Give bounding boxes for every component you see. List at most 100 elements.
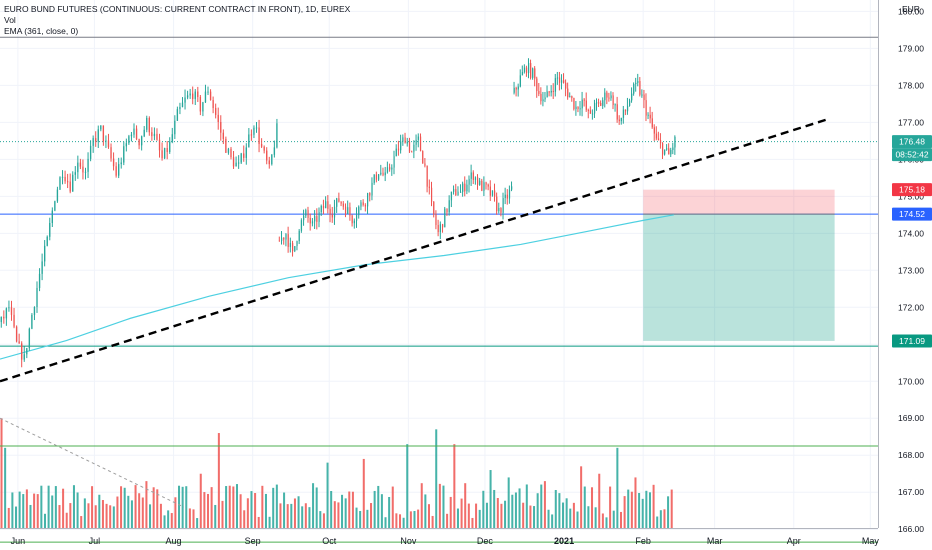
candle-body [146,117,148,130]
candle-body [511,186,513,190]
candle-body [166,148,168,152]
candle-body [442,224,444,228]
candle-body [217,114,219,122]
candle-body [192,93,194,99]
volume-bar [619,511,622,528]
symbol-title[interactable]: EURO BUND FUTURES (CONTINUOUS: CURRENT C… [4,4,351,14]
volume-bar [370,503,373,528]
candle-body [186,95,189,98]
candle-body [314,216,316,222]
candle-body [498,207,500,212]
volume-bar [69,503,72,528]
candle-body [364,204,367,207]
candle-body [143,129,145,137]
volume-label[interactable]: Vol [4,15,16,25]
volume-bar [192,509,195,528]
candle-body [292,243,294,252]
candle-body [130,134,133,137]
candle-body [536,78,538,92]
y-tick-label: 170.00 [898,376,924,386]
candle-body [428,186,430,188]
candle-body [181,102,184,107]
currency-label: EUR [902,4,920,14]
candle-body [666,148,668,150]
candle-body [340,201,342,204]
candle-body [0,316,2,323]
y-tick-label: 179.00 [898,43,924,53]
ema-label[interactable]: EMA (361, close, 0) [4,26,79,36]
volume-bar [536,493,539,528]
candle-body [33,307,36,315]
volume-bar [554,489,557,528]
candle-body [248,134,250,148]
volume-bar [47,485,50,528]
volume-bar [453,444,456,528]
volume-bar [547,509,550,528]
volume-bar [221,500,224,528]
volume-bar [341,494,344,528]
current-price-label: 176.48 [899,137,925,147]
candle-body [322,206,325,209]
candle-body [107,140,110,148]
candle-body [637,81,639,83]
candle-body [100,125,102,130]
volume-bar [210,487,213,528]
candle-body [31,314,33,329]
target-zone [643,214,835,341]
candle-body [561,80,563,83]
candle-body [300,220,303,231]
volume-bar [279,503,282,528]
volume-bar [322,513,325,528]
y-tick-label: 177.00 [898,117,924,127]
volume-bar [359,510,362,528]
candle-body [158,139,161,151]
candle-body [515,87,517,90]
candle-body [433,201,435,215]
volume-bar [388,496,391,528]
volume-bar [225,486,228,528]
candle-body [266,150,268,161]
trendlines[interactable] [0,117,830,508]
candle-body [651,118,653,128]
volume-bar [601,513,604,528]
candle-body [307,210,309,218]
volume-bar [616,447,619,528]
entry-price-label: 174.52 [899,209,925,219]
candle-body [367,193,369,207]
price-badges: 176.48 08:52:42 175.18 174.52 171.09 [892,135,932,348]
volume-bar [243,510,246,528]
volume-bar [384,517,387,528]
volume-bar [188,508,191,528]
volume-bar [438,483,441,528]
candle-body [316,216,318,222]
volume-bar [529,505,532,528]
candle-body [457,191,459,196]
candle-body [189,93,191,96]
volume-bar [562,502,565,528]
candle-body [342,203,344,207]
candle-body [271,154,273,165]
candle-body [474,177,477,180]
candle-body [102,125,105,142]
candle-body [41,261,43,274]
dotted-trendline [0,417,184,508]
candle-body [95,138,97,142]
volume-bar [7,507,10,528]
candle-body [513,87,515,93]
stop-price-label: 175.18 [899,185,925,195]
volume-bar [627,489,630,528]
short-position-tool[interactable] [643,189,835,341]
target-price-label: 171.09 [899,336,925,346]
volume-bar [580,466,583,528]
volume-bar [435,429,438,528]
volume-bar [638,492,641,528]
candle-body [602,100,604,106]
volume-bar [181,486,184,528]
candle-body [470,172,472,179]
candle-body [360,202,362,207]
x-tick-label: Feb [635,536,651,546]
volume-bar [456,508,459,528]
candle-body [260,144,263,147]
candle-body [622,109,625,118]
